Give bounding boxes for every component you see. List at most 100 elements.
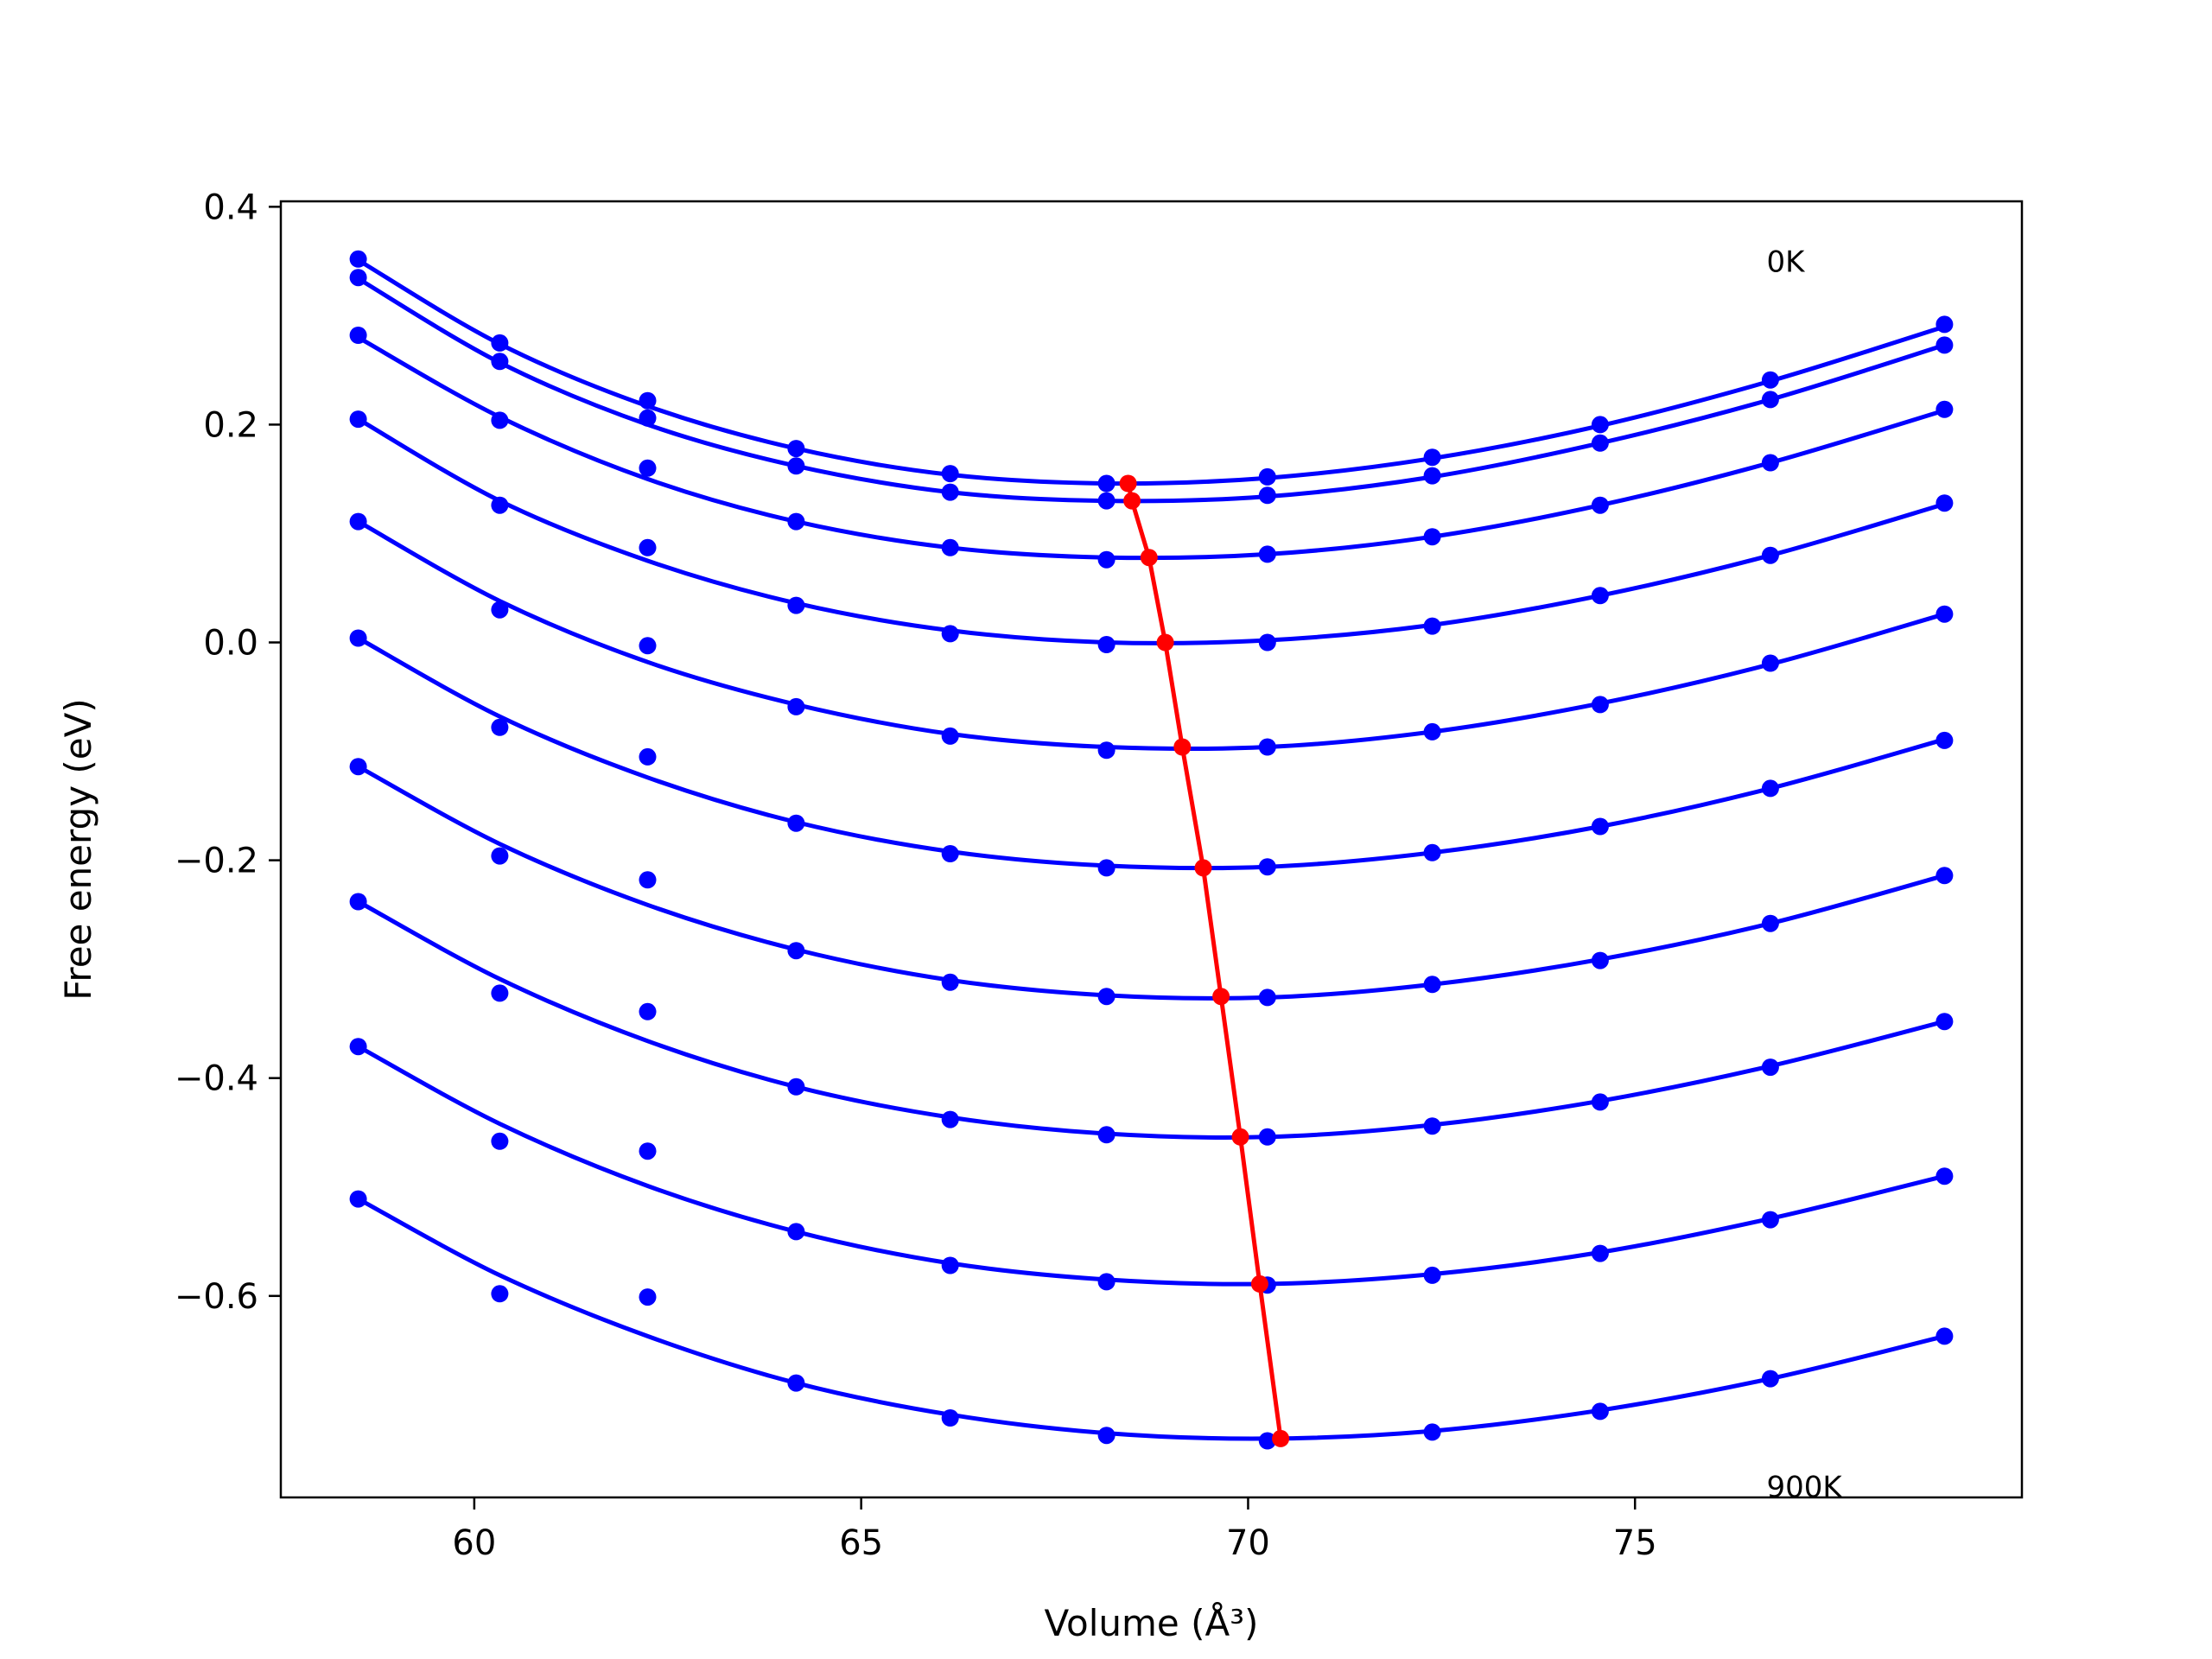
data-point-5-3 [639,637,657,655]
minimum-point-4 [1156,633,1174,652]
data-point-2-5 [941,483,959,501]
data-point-5-1 [349,512,367,531]
data-point-7-5 [941,973,959,991]
y-tick-label-6: −0.6 [175,1277,258,1317]
plot-marks [349,250,1954,1450]
data-point-3-7 [1258,545,1276,563]
data-point-10-10 [1761,1370,1779,1388]
data-point-9-3 [639,1142,657,1160]
data-point-6-8 [1423,843,1441,861]
y-tick-label-3: 0.0 [203,624,258,664]
data-point-6-2 [491,718,509,736]
data-point-7-4 [787,942,805,960]
data-point-6-10 [1761,779,1779,798]
data-point-10-9 [1591,1402,1609,1421]
data-point-10-7 [1258,1432,1276,1450]
data-point-7-6 [1097,988,1116,1006]
data-point-4-7 [1258,633,1276,652]
data-point-1-8 [1423,448,1441,467]
data-point-3-9 [1591,496,1609,514]
minimum-point-10 [1272,1429,1290,1447]
data-point-1-4 [787,440,805,458]
data-point-4-5 [941,625,959,643]
annotation-1: 0K [1766,245,1806,279]
data-point-5-6 [1097,741,1116,760]
data-point-8-9 [1591,1093,1609,1111]
data-point-4-6 [1097,636,1116,653]
data-point-1-9 [1591,416,1609,434]
annotation-2: 900K [1766,1470,1843,1504]
data-point-6-9 [1591,817,1609,836]
minimum-point-1 [1119,474,1137,493]
data-point-8-8 [1423,1117,1441,1135]
data-point-9-8 [1423,1266,1441,1284]
data-point-8-10 [1761,1058,1779,1077]
data-point-5-4 [787,697,805,715]
data-point-8-11 [1936,1013,1954,1031]
data-point-8-6 [1097,1126,1116,1144]
data-point-4-11 [1936,494,1954,512]
y-axis-label: Free energy (eV) [57,698,99,1001]
data-point-10-5 [941,1409,959,1427]
data-point-5-5 [941,727,959,745]
minimum-point-9 [1250,1274,1268,1293]
x-tick-label-4: 75 [1613,1523,1657,1563]
y-tick-label-4: −0.2 [175,842,258,881]
data-point-9-5 [941,1256,959,1274]
data-point-4-3 [639,538,657,556]
data-point-4-2 [491,496,509,514]
data-point-2-10 [1761,391,1779,409]
data-point-4-8 [1423,617,1441,635]
data-point-8-7 [1258,1128,1276,1146]
data-point-1-3 [639,391,657,410]
data-point-4-4 [787,596,805,614]
y-tick-label-5: −0.4 [175,1059,258,1099]
data-point-5-2 [491,601,509,619]
data-point-1-6 [1097,474,1116,493]
data-point-1-5 [941,465,959,483]
data-point-10-4 [787,1374,805,1392]
data-point-9-11 [1936,1167,1954,1185]
data-point-2-4 [787,457,805,475]
data-point-6-1 [349,629,367,647]
minimum-point-7 [1212,988,1230,1006]
data-point-9-2 [491,1132,509,1150]
data-point-9-9 [1591,1244,1609,1262]
data-point-7-3 [639,871,657,889]
minimum-point-5 [1173,738,1192,756]
minimum-point-6 [1194,859,1212,877]
x-axis-label: Volume (Å³) [1045,1601,1259,1644]
data-point-2-2 [491,353,509,371]
data-point-2-11 [1936,336,1954,354]
data-point-7-2 [491,847,509,865]
data-point-3-6 [1097,550,1116,569]
y-tick-label-2: 0.2 [203,405,258,445]
data-point-3-3 [639,459,657,477]
data-point-2-1 [349,269,367,287]
data-point-5-11 [1936,605,1954,623]
data-point-5-7 [1258,738,1276,756]
data-point-4-9 [1591,587,1609,605]
x-tick-label-2: 65 [839,1523,883,1563]
data-point-10-2 [491,1285,509,1303]
data-point-8-5 [941,1110,959,1128]
data-point-2-9 [1591,434,1609,452]
x-tick-label-3: 70 [1226,1523,1270,1563]
data-point-6-6 [1097,859,1116,877]
data-point-7-11 [1936,867,1954,885]
data-point-6-3 [639,747,657,766]
data-point-3-2 [491,411,509,429]
data-point-1-1 [349,250,367,268]
data-point-7-10 [1761,914,1779,932]
data-point-3-1 [349,327,367,344]
data-point-1-2 [491,334,509,352]
data-point-7-8 [1423,976,1441,994]
data-point-8-4 [787,1077,805,1096]
data-point-1-10 [1761,371,1779,389]
data-point-8-2 [491,984,509,1002]
x-tick-label-1: 60 [452,1523,496,1563]
axis-ticks: 60 65 70 75 0.4 0.2 0.0 −0.2 −0.4 −0.6 [175,188,1657,1563]
data-point-7-1 [349,758,367,776]
data-point-5-8 [1423,722,1441,741]
